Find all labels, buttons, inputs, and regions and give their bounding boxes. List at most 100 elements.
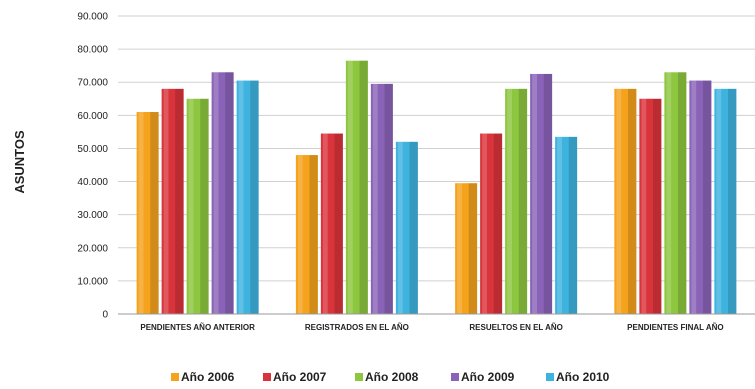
legend-item: Año 2009 — [451, 370, 515, 384]
bar — [370, 83, 393, 314]
bar-highlight — [188, 98, 194, 315]
bar-shade — [543, 73, 553, 314]
bar-body — [320, 133, 343, 314]
bar-shade — [359, 60, 368, 315]
bar-shade — [384, 83, 393, 314]
bar-shade — [493, 133, 503, 314]
bar — [480, 133, 503, 314]
legend-label: Año 2009 — [461, 370, 515, 384]
legend-swatch — [171, 373, 179, 381]
bar-body — [186, 98, 209, 315]
bar-shade — [468, 183, 478, 314]
bar-body — [664, 72, 687, 315]
bar-shade — [175, 88, 184, 314]
bar-highlight — [297, 155, 303, 314]
bar-shade — [250, 80, 259, 314]
bar — [186, 98, 209, 315]
y-tick-label: 40.000 — [77, 177, 108, 188]
bar-shade — [409, 141, 418, 314]
y-tick-label: 0 — [102, 310, 108, 321]
bar — [295, 155, 318, 314]
bar-body — [136, 112, 159, 315]
bar-body — [395, 141, 418, 314]
legend-item: Año 2010 — [546, 370, 610, 384]
bar-shade — [628, 88, 637, 314]
bar-shade — [150, 112, 159, 315]
y-tick-label: 60.000 — [77, 111, 108, 122]
bar — [530, 73, 553, 314]
bar — [136, 112, 159, 315]
bar-body — [236, 80, 259, 314]
bar-shade — [568, 136, 578, 314]
bar-highlight — [691, 80, 697, 314]
bar-body — [370, 83, 393, 314]
bar-shade — [728, 88, 737, 314]
legend-label: Año 2008 — [365, 370, 419, 384]
bar-body — [530, 73, 553, 314]
bar-shade — [225, 72, 234, 315]
bar — [345, 60, 368, 315]
x-category-label: PENDIENTES FINAL AÑO — [627, 323, 723, 332]
bar-highlight — [163, 88, 169, 314]
bar — [320, 133, 343, 314]
bar-body — [480, 133, 503, 314]
x-category-label: RESUELTOS EN EL AÑO — [469, 323, 563, 332]
bar-shade — [334, 133, 343, 314]
bar-shade — [653, 98, 662, 315]
legend-item: Año 2006 — [171, 370, 235, 384]
bar-body — [639, 98, 662, 315]
y-tick-label: 90.000 — [77, 12, 108, 23]
bar-shade — [518, 88, 528, 314]
bar-body — [555, 136, 578, 314]
y-tick-label: 20.000 — [77, 243, 108, 254]
y-tick-label: 70.000 — [77, 78, 108, 89]
legend-label: Año 2010 — [556, 370, 610, 384]
y-axis-ticks: 0 10.000 20.000 30.000 40.000 50.000 60.000 70.… — [77, 12, 108, 321]
legend-label: Año 2007 — [273, 370, 327, 384]
bar-body — [211, 72, 234, 315]
bar-body — [505, 88, 528, 314]
legend-label: Año 2006 — [181, 370, 235, 384]
bar — [555, 136, 578, 314]
legend-swatch — [546, 373, 554, 381]
bar-highlight — [397, 141, 403, 314]
bar-highlight — [557, 136, 562, 314]
legend-item: Año 2007 — [263, 370, 327, 384]
bar — [714, 88, 737, 314]
bar-highlight — [666, 72, 672, 315]
bar — [236, 80, 259, 314]
x-category-label: REGISTRADOS EN EL AÑO — [305, 323, 409, 332]
bar-highlight — [716, 88, 722, 314]
bar — [211, 72, 234, 315]
bars — [136, 60, 737, 315]
bar-body — [455, 183, 478, 314]
bar-body — [295, 155, 318, 314]
x-category-label: PENDIENTES AÑO ANTERIOR — [140, 323, 255, 332]
bar-highlight — [616, 88, 622, 314]
y-tick-label: 30.000 — [77, 210, 108, 221]
bar-body — [714, 88, 737, 314]
legend-item: Año 2008 — [355, 370, 419, 384]
bar-highlight — [347, 60, 353, 315]
bar-highlight — [457, 183, 462, 314]
bar — [639, 98, 662, 315]
bar — [664, 72, 687, 315]
bar-highlight — [213, 72, 219, 315]
bar-highlight — [238, 80, 244, 314]
bar-highlight — [641, 98, 647, 315]
bar-body — [345, 60, 368, 315]
bar-highlight — [482, 133, 487, 314]
y-tick-label: 80.000 — [77, 45, 108, 56]
bar-body — [614, 88, 637, 314]
bar-highlight — [532, 73, 537, 314]
bar — [161, 88, 184, 314]
bar-highlight — [138, 112, 144, 315]
bar-highlight — [372, 83, 378, 314]
y-tick-label: 50.000 — [77, 144, 108, 155]
bar — [614, 88, 637, 314]
bar-shade — [678, 72, 687, 315]
x-axis-categories: PENDIENTES AÑO ANTERIOR REGISTRADOS EN EL… — [140, 323, 723, 332]
bar-shade — [200, 98, 209, 315]
bar-shade — [309, 155, 318, 314]
